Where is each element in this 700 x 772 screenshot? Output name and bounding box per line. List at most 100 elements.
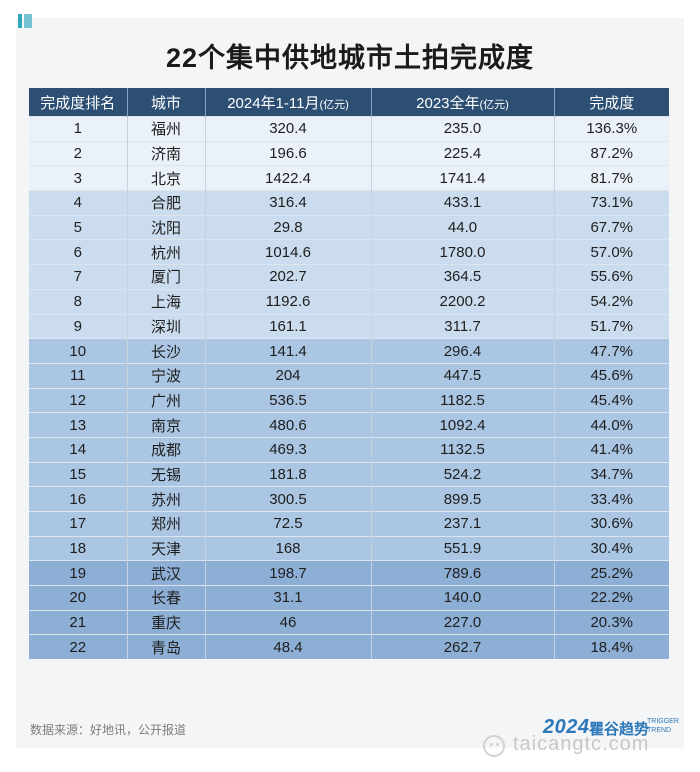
table-row: 2 济南 196.6 225.4 87.2% bbox=[29, 140, 669, 166]
table-row: 20 长春 31.1 140.0 22.2% bbox=[29, 585, 669, 611]
cell-y2023: 44.0 bbox=[370, 214, 554, 240]
cell-y2023: 225.4 bbox=[370, 140, 554, 166]
cell-completion: 30.4% bbox=[553, 535, 669, 561]
cell-y2024: 29.8 bbox=[204, 214, 371, 240]
cell-rank: 11 bbox=[29, 362, 127, 389]
table-row: 14 成都 469.3 1132.5 41.4% bbox=[29, 436, 669, 463]
completion-table: 完成度排名 城市 2024年1-11月(亿元) 2023全年(亿元) 完成度 1… bbox=[29, 88, 669, 660]
brand-name: 瞿谷趋势 bbox=[589, 721, 650, 738]
cell-y2024: 480.6 bbox=[204, 412, 371, 438]
cell-completion: 34.7% bbox=[553, 461, 669, 487]
cell-completion: 136.3% bbox=[553, 116, 669, 142]
cell-completion: 47.7% bbox=[553, 338, 669, 364]
cell-y2024: 1192.6 bbox=[204, 288, 371, 314]
cell-y2024: 46 bbox=[204, 609, 371, 635]
cell-y2023: 364.5 bbox=[370, 264, 554, 290]
table-row: 19 武汉 198.7 789.6 25.2% bbox=[29, 560, 669, 586]
cell-completion: 54.2% bbox=[553, 288, 669, 314]
cell-y2023: 899.5 bbox=[370, 486, 554, 512]
cell-y2023: 551.9 bbox=[370, 535, 554, 561]
watermark-face-icon bbox=[483, 735, 505, 757]
cell-completion: 45.4% bbox=[553, 387, 669, 413]
cell-y2024: 1014.6 bbox=[204, 239, 371, 265]
brand-english: TRIGGER TREND bbox=[647, 718, 679, 734]
cell-city: 杭州 bbox=[126, 239, 205, 265]
header-completion: 完成度 bbox=[553, 88, 669, 117]
cell-rank: 2 bbox=[29, 140, 127, 166]
cell-y2023: 1092.4 bbox=[370, 412, 554, 438]
cell-completion: 57.0% bbox=[553, 239, 669, 265]
header-2023: 2023全年(亿元) bbox=[370, 88, 554, 117]
source-note: 数据来源：好地讯，公开报道 bbox=[30, 723, 187, 737]
cell-y2024: 320.4 bbox=[204, 116, 371, 142]
cell-city: 郑州 bbox=[126, 511, 205, 537]
table-row: 1 福州 320.4 235.0 136.3% bbox=[29, 116, 669, 142]
cell-rank: 4 bbox=[29, 190, 127, 216]
cell-completion: 30.6% bbox=[553, 511, 669, 537]
cell-completion: 55.6% bbox=[553, 264, 669, 290]
table-row: 5 沈阳 29.8 44.0 67.7% bbox=[29, 214, 669, 240]
cell-rank: 14 bbox=[29, 436, 127, 463]
cell-y2023: 1741.4 bbox=[370, 165, 554, 191]
cell-y2024: 48.4 bbox=[204, 634, 371, 660]
cell-y2023: 1132.5 bbox=[370, 436, 554, 463]
table-row: 11 宁波 204 447.5 45.6% bbox=[29, 362, 669, 389]
table-row: 8 上海 1192.6 2200.2 54.2% bbox=[29, 288, 669, 314]
cell-y2023: 789.6 bbox=[370, 560, 554, 586]
cell-completion: 81.7% bbox=[553, 165, 669, 191]
table-row: 17 郑州 72.5 237.1 30.6% bbox=[29, 511, 669, 537]
cell-y2024: 316.4 bbox=[204, 190, 371, 216]
cell-city: 苏州 bbox=[126, 486, 205, 512]
table-row: 3 北京 1422.4 1741.4 81.7% bbox=[29, 165, 669, 191]
cell-y2023: 1182.5 bbox=[370, 387, 554, 413]
cell-rank: 22 bbox=[29, 634, 127, 660]
cell-y2024: 72.5 bbox=[204, 511, 371, 537]
cell-y2024: 469.3 bbox=[204, 436, 371, 463]
cell-rank: 1 bbox=[29, 116, 127, 142]
cell-rank: 6 bbox=[29, 239, 127, 265]
cell-completion: 51.7% bbox=[553, 313, 669, 339]
cell-city: 厦门 bbox=[126, 264, 205, 290]
watermark: taicangtc.com bbox=[483, 733, 688, 763]
cell-rank: 3 bbox=[29, 165, 127, 191]
cell-city: 青岛 bbox=[126, 634, 205, 660]
cell-y2023: 296.4 bbox=[370, 338, 554, 364]
cell-completion: 20.3% bbox=[553, 609, 669, 635]
cell-city: 重庆 bbox=[126, 609, 205, 635]
cell-city: 深圳 bbox=[126, 313, 205, 339]
table-row: 16 苏州 300.5 899.5 33.4% bbox=[29, 486, 669, 512]
cell-city: 无锡 bbox=[126, 461, 205, 487]
cell-rank: 16 bbox=[29, 486, 127, 512]
cell-completion: 67.7% bbox=[553, 214, 669, 240]
cell-y2023: 227.0 bbox=[370, 609, 554, 635]
table-row: 12 广州 536.5 1182.5 45.4% bbox=[29, 387, 669, 413]
table-row: 10 长沙 141.4 296.4 47.7% bbox=[29, 338, 669, 364]
cell-city: 沈阳 bbox=[126, 214, 205, 240]
cell-city: 武汉 bbox=[126, 560, 205, 586]
cell-city: 长沙 bbox=[126, 338, 205, 364]
cell-y2023: 2200.2 bbox=[370, 288, 554, 314]
cell-y2023: 140.0 bbox=[370, 585, 554, 611]
table-row: 22 青岛 48.4 262.7 18.4% bbox=[29, 634, 669, 660]
cell-city: 天津 bbox=[126, 535, 205, 561]
cell-y2024: 204 bbox=[204, 362, 371, 389]
cell-y2024: 31.1 bbox=[204, 585, 371, 611]
header-rank: 完成度排名 bbox=[29, 88, 127, 117]
cell-y2024: 161.1 bbox=[204, 313, 371, 339]
cell-y2024: 1422.4 bbox=[204, 165, 371, 191]
table-row: 15 无锡 181.8 524.2 34.7% bbox=[29, 461, 669, 487]
cell-rank: 19 bbox=[29, 560, 127, 586]
cell-y2024: 196.6 bbox=[204, 140, 371, 166]
cell-rank: 10 bbox=[29, 338, 127, 364]
cell-y2024: 202.7 bbox=[204, 264, 371, 290]
cell-rank: 13 bbox=[29, 412, 127, 438]
brand-year: 2024 bbox=[543, 716, 590, 738]
cell-city: 长春 bbox=[126, 585, 205, 611]
cell-city: 成都 bbox=[126, 436, 205, 463]
table-row: 9 深圳 161.1 311.7 51.7% bbox=[29, 313, 669, 339]
cell-rank: 21 bbox=[29, 609, 127, 635]
cell-y2023: 447.5 bbox=[370, 362, 554, 389]
cell-city: 合肥 bbox=[126, 190, 205, 216]
header-2024: 2024年1-11月(亿元) bbox=[204, 88, 371, 117]
cell-y2024: 536.5 bbox=[204, 387, 371, 413]
